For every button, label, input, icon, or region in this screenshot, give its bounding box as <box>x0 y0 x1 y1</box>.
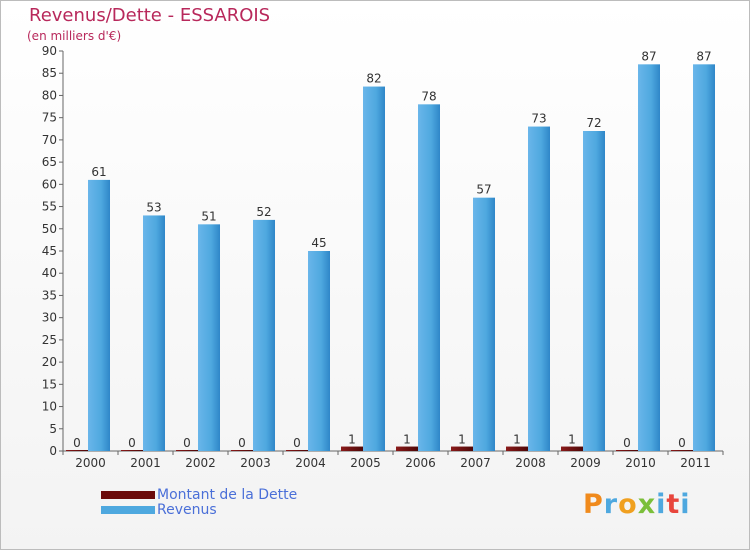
x-tick-label: 2000 <box>75 456 106 470</box>
legend-label-revenus: Revenus <box>157 502 217 518</box>
debt-bar <box>176 450 198 451</box>
revenus-bar <box>253 219 275 451</box>
axes: 0510152025303540455055606570758085902000… <box>42 44 724 470</box>
legend-item-debt: Montant de la Dette <box>101 487 297 503</box>
chart-title: Revenus/Dette - ESSAROIS <box>29 5 271 26</box>
debt-data-label: 1 <box>513 433 521 447</box>
chart-subtitle: (en milliers d'€) <box>27 29 122 43</box>
debt-data-label: 0 <box>73 436 81 450</box>
y-tick-label: 70 <box>42 133 57 147</box>
revenus-bar <box>308 251 330 451</box>
debt-bar <box>561 446 583 451</box>
debt-data-label: 0 <box>623 436 631 450</box>
revenus-data-label: 61 <box>91 165 106 179</box>
x-tick-label: 2007 <box>460 456 491 470</box>
debt-bar <box>341 446 363 451</box>
debt-data-label: 0 <box>678 436 686 450</box>
debt-data-label: 0 <box>238 436 246 450</box>
x-tick-label: 2001 <box>130 456 161 470</box>
x-tick-label: 2008 <box>515 456 546 470</box>
y-tick-label: 25 <box>42 333 57 347</box>
revenus-bar <box>528 126 550 452</box>
debt-bar <box>671 450 693 451</box>
bars <box>66 64 715 452</box>
y-tick-label: 10 <box>42 400 57 414</box>
y-tick-label: 30 <box>42 311 57 325</box>
revenus-data-label: 72 <box>586 116 601 130</box>
revenus-data-label: 45 <box>311 236 326 250</box>
y-tick-label: 50 <box>42 222 57 236</box>
debt-bar <box>286 450 308 451</box>
debt-bar <box>121 450 143 451</box>
y-tick-label: 65 <box>42 155 57 169</box>
y-tick-label: 40 <box>42 266 57 280</box>
revenus-data-label: 87 <box>696 49 711 63</box>
debt-bar <box>616 450 638 451</box>
y-tick-label: 75 <box>42 111 57 125</box>
legend-item-revenus: Revenus <box>101 502 217 518</box>
revenus-data-label: 53 <box>146 200 161 214</box>
revenus-data-label: 87 <box>641 49 656 63</box>
revenus-bar <box>583 131 605 451</box>
revenus-data-label: 82 <box>366 72 381 86</box>
proxiti-logo: Proxiti <box>583 489 691 520</box>
legend-swatch-debt <box>101 491 155 499</box>
debt-bar <box>451 446 473 451</box>
debt-data-label: 0 <box>128 436 136 450</box>
revenus-data-label: 78 <box>421 89 436 103</box>
y-tick-label: 85 <box>42 66 57 80</box>
y-tick-label: 55 <box>42 200 57 214</box>
revenus-bar <box>693 64 715 452</box>
y-tick-label: 90 <box>42 44 57 58</box>
data-labels: 0 61 0 53 0 51 0 52 0 45 1 82 1 78 1 57 1 73 1 72 0 87 0 87 <box>73 49 711 450</box>
x-tick-label: 2010 <box>625 456 656 470</box>
x-tick-label: 2004 <box>295 456 326 470</box>
debt-bar <box>506 446 528 451</box>
x-tick-label: 2006 <box>405 456 436 470</box>
y-tick-label: 15 <box>42 377 57 391</box>
y-tick-label: 60 <box>42 177 57 191</box>
legend-label-debt: Montant de la Dette <box>157 487 298 503</box>
revenus-data-label: 57 <box>476 183 491 197</box>
debt-data-label: 1 <box>568 433 576 447</box>
debt-data-label: 1 <box>348 433 356 447</box>
x-tick-label: 2003 <box>240 456 271 470</box>
revenus-bar <box>363 86 385 452</box>
revenus-data-label: 52 <box>256 205 271 219</box>
revenus-bar <box>473 197 495 451</box>
debt-data-label: 0 <box>183 436 191 450</box>
debt-data-label: 1 <box>403 433 411 447</box>
revenus-bar <box>638 64 660 452</box>
debt-bar <box>231 450 253 451</box>
revenus-bar <box>418 104 440 451</box>
revenus-bar <box>88 179 110 451</box>
revenus-data-label: 73 <box>531 112 546 126</box>
revenus-bar <box>143 215 165 451</box>
revenus-data-label: 51 <box>201 209 216 223</box>
debt-data-label: 0 <box>293 436 301 450</box>
y-tick-label: 0 <box>49 444 57 458</box>
y-tick-label: 45 <box>42 244 57 258</box>
debt-data-label: 1 <box>458 433 466 447</box>
debt-bar <box>66 450 88 451</box>
x-tick-label: 2002 <box>185 456 216 470</box>
legend-swatch-revenus <box>101 506 155 514</box>
y-tick-label: 5 <box>49 422 57 436</box>
revenus-bar <box>198 224 220 451</box>
y-tick-label: 35 <box>42 288 57 302</box>
x-tick-label: 2005 <box>350 456 381 470</box>
debt-bar <box>396 446 418 451</box>
x-tick-label: 2009 <box>570 456 601 470</box>
x-tick-label: 2011 <box>680 456 711 470</box>
y-tick-label: 80 <box>42 88 57 102</box>
y-tick-label: 20 <box>42 355 57 369</box>
